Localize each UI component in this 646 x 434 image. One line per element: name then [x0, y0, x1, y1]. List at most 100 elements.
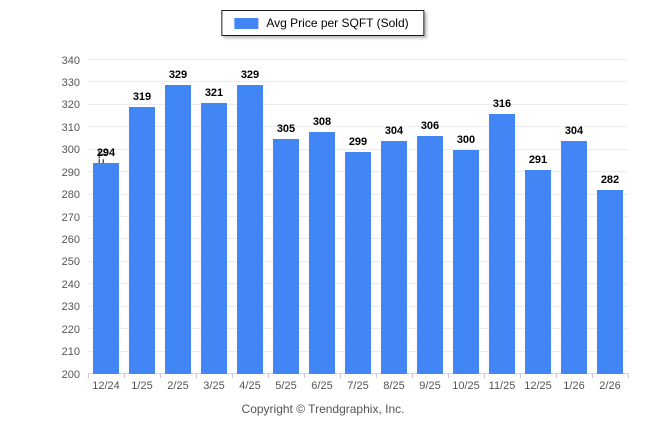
- bar-column: 321 3/25: [196, 60, 232, 392]
- bar: [453, 149, 479, 374]
- bar-value-label: 294: [96, 147, 116, 160]
- bar-value-label: 321: [204, 86, 224, 99]
- x-tick-label: 7/25: [347, 380, 369, 392]
- bar: [129, 107, 155, 374]
- legend-label: Avg Price per SQFT (Sold): [266, 16, 409, 30]
- bar-column: 300 10/25: [448, 60, 484, 392]
- y-tick-label: 230: [61, 301, 80, 314]
- bar: [93, 163, 119, 374]
- bar-column: 308 6/25: [304, 60, 340, 392]
- y-tick-label: 260: [61, 233, 80, 246]
- bar-value-label: 304: [384, 124, 404, 137]
- bar-value-label: 282: [600, 174, 620, 187]
- x-tick-label: 11/25: [488, 380, 516, 392]
- x-tick-mark: [556, 374, 557, 378]
- bar: [345, 151, 371, 374]
- bar: [417, 136, 443, 374]
- x-tick-label: 3/25: [203, 380, 225, 392]
- y-tick-label: 300: [61, 144, 80, 157]
- x-tick-label: 1/25: [131, 380, 153, 392]
- bar-column: 305 5/25: [268, 60, 304, 392]
- x-tick-mark: [592, 374, 593, 378]
- bar: [561, 140, 587, 374]
- y-tick-label: 240: [61, 278, 80, 291]
- x-tick-mark: [88, 374, 89, 378]
- bar: [525, 169, 551, 374]
- bar: [237, 84, 263, 374]
- bar-column: 304 1/26: [556, 60, 592, 392]
- x-tick-label: 12/24: [92, 380, 120, 392]
- bar: [489, 113, 515, 374]
- gridline: [88, 81, 628, 83]
- bar: [309, 131, 335, 374]
- bar: [165, 84, 191, 374]
- y-tick-label: 200: [61, 368, 80, 381]
- x-tick-label: 12/25: [524, 380, 552, 392]
- bar-value-label: 308: [312, 115, 332, 128]
- x-tick-mark: [628, 374, 629, 378]
- legend-swatch: [234, 17, 259, 29]
- bar-value-label: 329: [168, 68, 188, 81]
- y-tick-label: 310: [61, 121, 80, 134]
- y-tick-label: 250: [61, 256, 80, 269]
- x-tick-mark: [160, 374, 161, 378]
- bar-column: 282 2/26: [592, 60, 628, 392]
- x-tick-label: 5/25: [275, 380, 297, 392]
- bar-value-label: 316: [492, 97, 512, 110]
- bar: [273, 138, 299, 374]
- x-tick-label: 8/25: [383, 380, 405, 392]
- gridline: [88, 126, 628, 128]
- x-tick-label: 10/25: [452, 380, 480, 392]
- x-tick-mark: [412, 374, 413, 378]
- bar-column: 329 4/25: [232, 60, 268, 392]
- bar-value-label: 300: [456, 133, 476, 146]
- x-tick-mark: [448, 374, 449, 378]
- bar-column: 304 8/25: [376, 60, 412, 392]
- bar-column: 291 12/25: [520, 60, 556, 392]
- chart-legend: Avg Price per SQFT (Sold): [221, 10, 425, 36]
- gridline: [88, 148, 628, 150]
- gridline: [88, 103, 628, 105]
- bar-value-label: 304: [564, 124, 584, 137]
- y-tick-label: 220: [61, 323, 80, 336]
- y-tick-label: 210: [61, 346, 80, 359]
- x-tick-mark: [268, 374, 269, 378]
- x-tick-mark: [520, 374, 521, 378]
- x-tick-mark: [484, 374, 485, 378]
- bar-column: 294 12/24: [88, 60, 124, 392]
- y-tick-label: 340: [61, 54, 80, 67]
- bar-column: 306 9/25: [412, 60, 448, 392]
- x-tick-label: 6/25: [311, 380, 333, 392]
- bar-value-label: 291: [528, 153, 548, 166]
- y-tick-label: 320: [61, 99, 80, 112]
- x-tick-mark: [124, 374, 125, 378]
- y-tick-label: 280: [61, 189, 80, 202]
- x-tick-mark: [340, 374, 341, 378]
- x-tick-label: 9/25: [419, 380, 441, 392]
- x-tick-label: 1/26: [563, 380, 585, 392]
- bar-column: 316 11/25: [484, 60, 520, 392]
- bar-column: 329 2/25: [160, 60, 196, 392]
- copyright-text: Copyright © Trendgraphix, Inc.: [241, 402, 405, 416]
- x-tick-mark: [232, 374, 233, 378]
- x-tick-mark: [304, 374, 305, 378]
- plot-area: Avg. Price per SQ. FT. 20021022023024025…: [62, 55, 629, 392]
- x-tick-mark: [376, 374, 377, 378]
- x-tick-label: 2/25: [167, 380, 189, 392]
- bar-column: 319 1/25: [124, 60, 160, 392]
- bar-value-label: 329: [240, 68, 260, 81]
- bar-value-label: 305: [276, 122, 296, 135]
- x-tick-label: 2/26: [599, 380, 621, 392]
- bar: [381, 140, 407, 374]
- bar-value-label: 306: [420, 120, 440, 133]
- y-tick-label: 270: [61, 211, 80, 224]
- bar: [597, 190, 623, 374]
- bar-value-label: 319: [132, 91, 152, 104]
- x-tick-label: 4/25: [239, 380, 261, 392]
- bar-column: 299 7/25: [340, 60, 376, 392]
- y-tick-label: 290: [61, 166, 80, 179]
- x-tick-mark: [196, 374, 197, 378]
- y-tick-label: 330: [61, 76, 80, 89]
- gridline: [88, 59, 628, 60]
